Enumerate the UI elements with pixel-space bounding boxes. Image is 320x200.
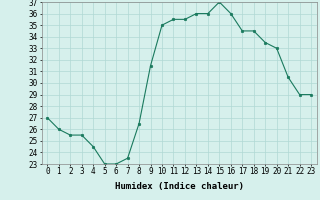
X-axis label: Humidex (Indice chaleur): Humidex (Indice chaleur) xyxy=(115,182,244,191)
